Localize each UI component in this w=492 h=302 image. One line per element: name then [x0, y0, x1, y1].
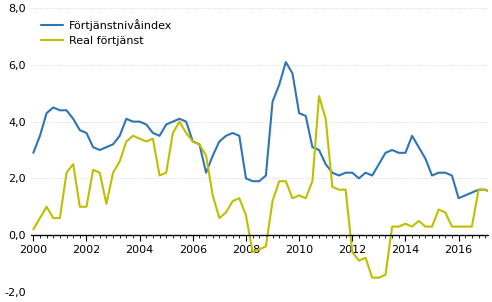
- Real förtjänst: [369, 276, 375, 279]
- Line: Förtjänstnivåindex: Förtjänstnivåindex: [33, 62, 492, 226]
- Real förtjänst: [196, 143, 202, 146]
- Legend: Förtjänstnivåindex, Real förtjänst: Förtjänstnivåindex, Real förtjänst: [41, 19, 172, 46]
- Förtjänstnivåindex: [196, 143, 202, 146]
- Förtjänstnivåindex: [31, 151, 36, 155]
- Förtjänstnivåindex: [249, 179, 255, 183]
- Real förtjänst: [203, 154, 209, 157]
- Real förtjänst: [236, 196, 242, 200]
- Förtjänstnivåindex: [203, 171, 209, 175]
- Real förtjänst: [130, 134, 136, 138]
- Förtjänstnivåindex: [236, 134, 242, 138]
- Real förtjänst: [309, 179, 315, 183]
- Förtjänstnivåindex: [130, 120, 136, 124]
- Real förtjänst: [249, 250, 255, 254]
- Line: Real förtjänst: Real förtjänst: [33, 96, 492, 278]
- Real förtjänst: [316, 94, 322, 98]
- Förtjänstnivåindex: [283, 60, 289, 64]
- Real förtjänst: [31, 228, 36, 231]
- Förtjänstnivåindex: [316, 148, 322, 152]
